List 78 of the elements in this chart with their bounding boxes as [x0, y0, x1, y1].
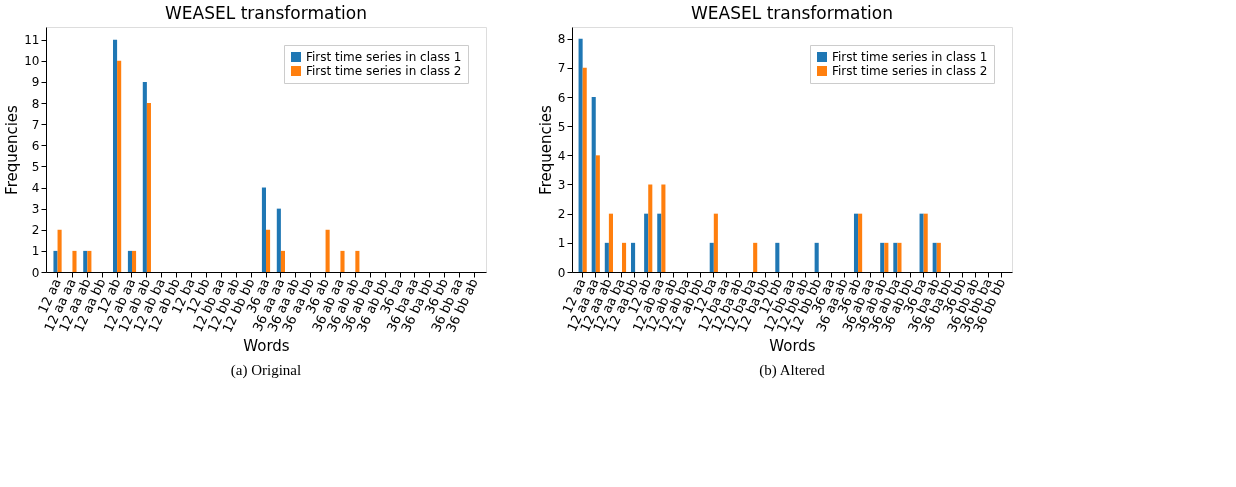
bar — [709, 242, 714, 272]
bar — [713, 213, 718, 272]
y-axis-title: Frequencies — [536, 104, 555, 195]
y-tick-label: 7 — [557, 61, 566, 76]
bar — [622, 242, 627, 272]
y-axis-title: Frequencies — [3, 104, 22, 195]
bar — [644, 213, 649, 272]
bar — [753, 242, 758, 272]
legend-label: First time series in class 1 — [306, 50, 462, 64]
y-tick-label: 4 — [31, 181, 40, 196]
bar — [355, 250, 360, 272]
legend-label: First time series in class 2 — [832, 64, 988, 78]
bar — [142, 81, 147, 272]
bar — [880, 242, 885, 272]
y-tick-label: 10 — [24, 54, 40, 69]
y-tick-label: 1 — [31, 244, 40, 259]
y-tick-label: 11 — [24, 33, 40, 48]
bar — [280, 250, 285, 272]
bar — [325, 229, 330, 272]
y-tick-label: 1 — [557, 236, 566, 251]
y-tick-label: 5 — [557, 119, 566, 134]
bar — [53, 250, 58, 272]
bar — [261, 187, 266, 272]
y-tick-label: 7 — [31, 117, 40, 132]
bar — [919, 213, 924, 272]
bar — [131, 250, 137, 272]
bar — [657, 213, 662, 272]
bar — [595, 155, 600, 272]
y-tick-label: 6 — [31, 138, 40, 153]
y-tick-label: 0 — [31, 265, 40, 280]
bar — [897, 242, 902, 272]
bar — [648, 184, 653, 272]
y-tick-label: 8 — [557, 32, 566, 47]
y-tick-label: 2 — [557, 207, 566, 222]
bar — [113, 39, 118, 272]
bar — [578, 38, 583, 272]
bar — [853, 213, 859, 272]
y-tick-label: 3 — [31, 202, 40, 217]
bar — [582, 67, 587, 272]
bar — [932, 242, 937, 272]
bar — [57, 229, 62, 272]
legend-label: First time series in class 2 — [306, 64, 462, 78]
bar — [631, 242, 636, 272]
bar — [146, 103, 151, 272]
bar — [661, 184, 666, 272]
bar — [340, 250, 345, 272]
bar — [775, 242, 780, 272]
bar — [893, 242, 898, 272]
chart-title: WEASEL transformation — [165, 3, 367, 23]
bar — [884, 242, 889, 272]
x-axis-title: Words — [243, 336, 290, 355]
bar — [87, 250, 92, 272]
x-axis-title: Words — [769, 336, 816, 355]
bar — [127, 250, 132, 272]
bar — [608, 213, 613, 272]
y-tick-label: 0 — [557, 265, 566, 280]
y-tick-label: 4 — [557, 148, 566, 163]
text: (b) Altered — [759, 362, 826, 379]
bar — [266, 229, 271, 272]
bar — [117, 60, 122, 272]
y-tick-label: 6 — [557, 90, 566, 105]
chart-title: WEASEL transformation — [691, 3, 893, 23]
bar — [923, 213, 928, 272]
bar — [858, 213, 863, 272]
bar — [276, 208, 281, 272]
bar — [72, 250, 77, 272]
bar — [936, 242, 941, 272]
bar — [604, 242, 609, 272]
bar — [83, 250, 88, 272]
bar — [591, 97, 596, 272]
text: (a) Original — [230, 362, 302, 379]
y-tick-label: 9 — [31, 75, 40, 90]
legend-label: First time series in class 1 — [832, 50, 988, 64]
bar — [814, 242, 819, 272]
y-tick-label: 2 — [31, 223, 40, 238]
y-tick-label: 8 — [31, 96, 40, 111]
y-tick-label: 5 — [31, 159, 40, 174]
y-tick-label: 3 — [557, 178, 566, 192]
